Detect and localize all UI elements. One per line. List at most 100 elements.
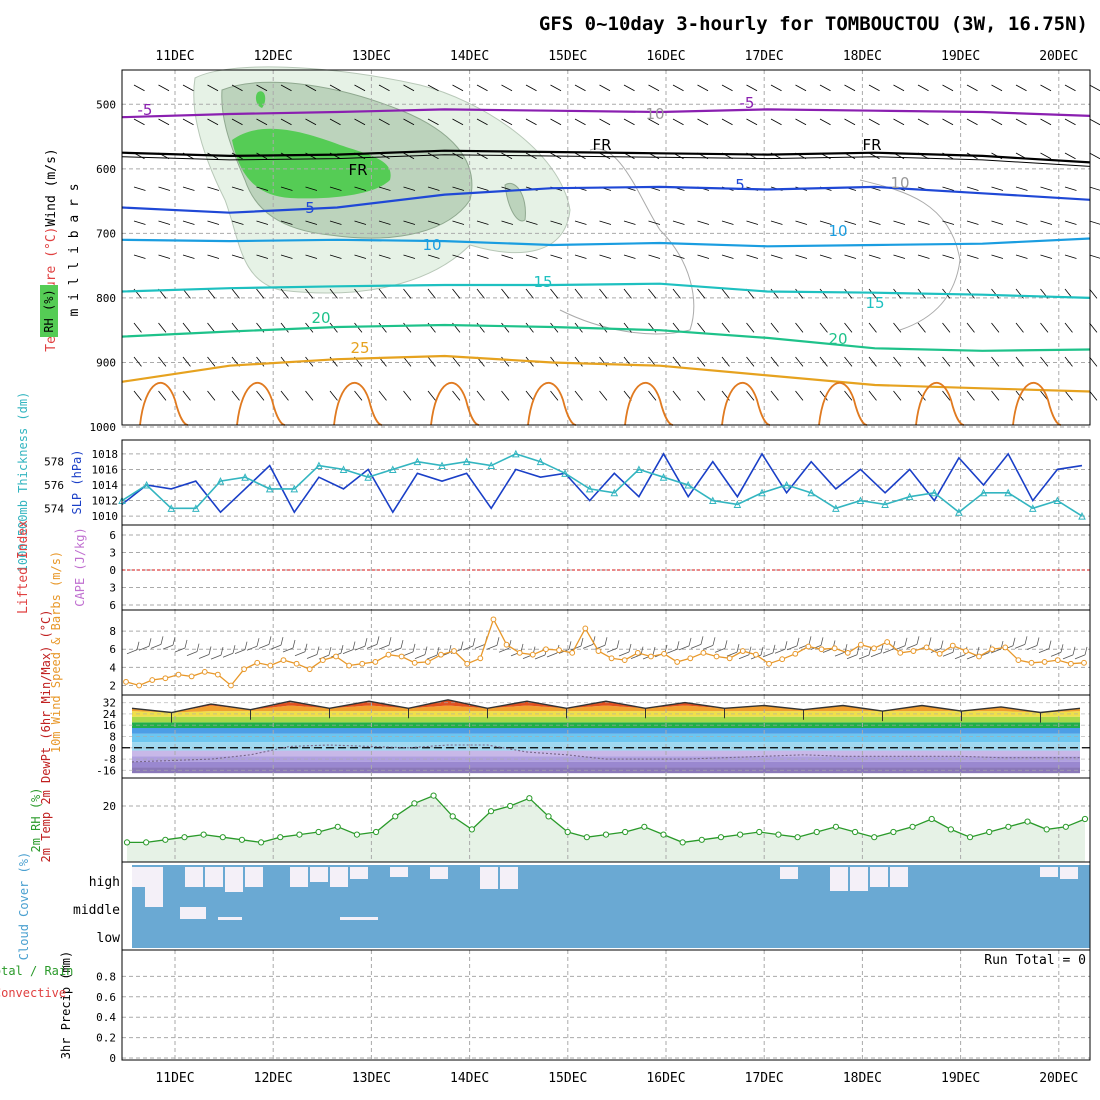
wind-barb (721, 322, 730, 333)
wind-barb-10m (736, 643, 740, 653)
wind-barb (697, 84, 709, 92)
wind-ylabel: 10m Wind Speed & Barbs (m/s) (49, 551, 63, 753)
rh2m-marker (851, 828, 859, 836)
cloud-level-label: low (97, 931, 121, 946)
wind-barb (476, 152, 488, 160)
wind-barb-10m (570, 645, 582, 651)
wind-speed-marker (831, 645, 838, 652)
temp-ylabel-group: 2m Temp 2m DewPt (6hr Min/Max) (°C) (39, 610, 53, 863)
contour-label: -5 (138, 101, 153, 119)
rh-contour-grey (859, 179, 961, 331)
wind-barb (158, 322, 167, 333)
wind-barb (574, 288, 583, 299)
wind-barb (256, 390, 265, 401)
wind-barb (403, 356, 412, 367)
wind-barb (378, 288, 387, 299)
wind-speed-marker (451, 648, 457, 654)
wind-barb (1089, 390, 1098, 401)
wind-barb (231, 118, 243, 126)
precip-ylabel-group: 3hr Precip (mm) (59, 951, 73, 1059)
wind-barb (574, 356, 583, 367)
contour-label: 10 (422, 236, 441, 254)
wind-speed-marker (976, 653, 982, 660)
wind-barb (133, 118, 145, 126)
wind-speed-marker (792, 650, 799, 657)
wind-speed-marker (805, 643, 812, 650)
thickness-marker (216, 476, 225, 485)
precip-convective-label: Convective (0, 986, 66, 1000)
wind-barb (623, 322, 632, 333)
wind-barb (476, 84, 488, 92)
thickness-marker (438, 461, 446, 470)
wind-barb (1064, 356, 1073, 367)
wind-speed-marker (1041, 659, 1048, 665)
wind-barb (966, 186, 979, 191)
rh2m-marker (372, 828, 380, 836)
wind-speed-marker (529, 651, 536, 658)
wind-barb-10m (246, 645, 258, 651)
wind-barb-10m (534, 654, 546, 660)
wind-barb (917, 220, 930, 225)
contour-label: -5 (740, 94, 755, 112)
wind-barb-10m (834, 651, 846, 657)
cloud-level-label: middle (73, 903, 120, 918)
wind-barb (770, 390, 779, 401)
wind-barb (648, 288, 657, 299)
series-line-slp (121, 452, 1083, 514)
wind-barb (427, 220, 440, 225)
x-tick-label-bottom: 20DEC (1039, 1071, 1078, 1086)
wind-barb-10m (402, 651, 414, 657)
rh2m-marker (238, 836, 246, 843)
wind-barb (354, 390, 363, 401)
wind-barb (795, 118, 807, 126)
wind-barb (844, 220, 857, 225)
wind-barb-10m (256, 638, 260, 647)
wind-barb-10m (1072, 646, 1076, 655)
wind-barb-10m (930, 648, 942, 653)
wind-barb (476, 220, 489, 225)
contour-label: 25 (350, 339, 369, 357)
panel-frame-upper (121, 69, 1091, 426)
wind-barb (868, 84, 880, 92)
thickness-marker (339, 465, 348, 473)
y-tick-label-pressure: 900 (96, 356, 116, 369)
wind-speed-marker (989, 646, 996, 653)
wind-speed-marker (438, 651, 444, 658)
wind-barb-10m (666, 648, 678, 654)
rh-legend-text: RH (%) (42, 289, 56, 332)
wind-barb (207, 220, 220, 225)
wind-barb-10m (138, 645, 150, 651)
wind-barb (427, 356, 436, 367)
wind-barb (207, 322, 216, 333)
thickness-marker (142, 480, 151, 489)
thickness-marker (536, 457, 545, 466)
cloud-high-patch (500, 867, 518, 889)
wind-barb (574, 390, 583, 401)
wind-barb (966, 220, 979, 225)
x-tick-label-top: 17DEC (745, 49, 784, 64)
wind-speed-marker (1067, 660, 1074, 667)
wind-barb (1015, 220, 1028, 225)
wind-barb (207, 186, 220, 191)
wind-speed-marker (464, 660, 471, 667)
cloud-level-label: high (89, 875, 120, 890)
wind-barb (329, 288, 338, 299)
wind-barb (1015, 288, 1024, 299)
wind-barb (452, 288, 461, 299)
wind-speed-marker (1015, 657, 1022, 664)
wind-barb-10m (628, 643, 632, 653)
thickness-marker (635, 465, 643, 473)
wind-barb (1089, 118, 1100, 126)
wind-barb (623, 288, 632, 299)
wind-barb (280, 254, 293, 259)
wind-speed-marker (949, 642, 956, 649)
wind-barb-10m (198, 654, 210, 659)
contour-label: FR (348, 161, 367, 179)
wind-barb (207, 356, 216, 367)
wind-barb-10m (700, 636, 704, 645)
wind-barb (746, 356, 755, 367)
wind-barb (452, 118, 464, 126)
rh2m-marker (832, 823, 840, 830)
wind-barb (550, 118, 562, 126)
rh2m-marker (487, 808, 495, 815)
